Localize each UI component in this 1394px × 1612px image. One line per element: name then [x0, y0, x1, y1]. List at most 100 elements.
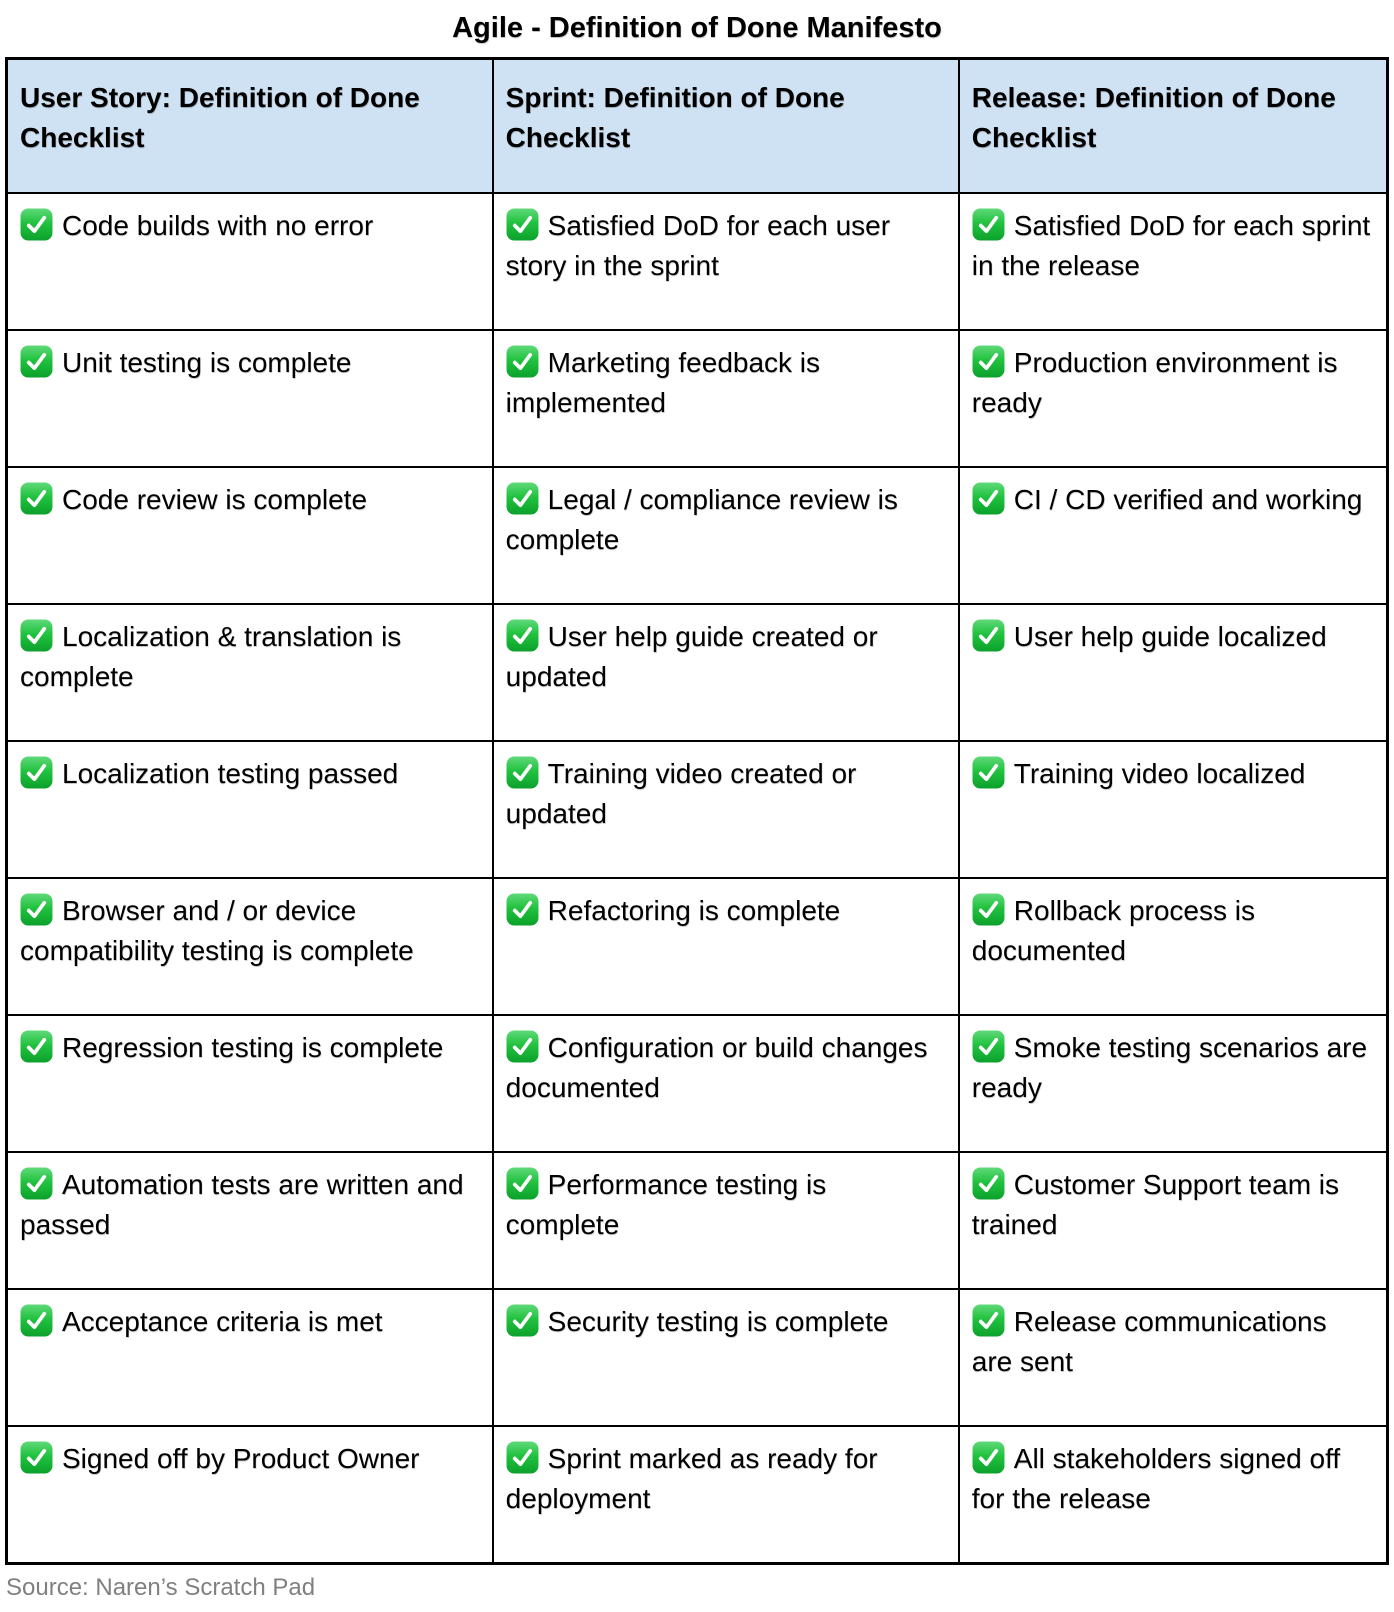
table-row: Regression testing is complete Configurat…: [5, 1013, 1389, 1153]
checklist-item-text: Training video localized: [1013, 757, 1306, 789]
checklist-cell: Localization testing passed: [5, 739, 494, 879]
check-icon: [20, 619, 53, 652]
column-header-user-story: User Story: Definition of Done Checklist: [5, 57, 494, 194]
checklist-item-text: Rollback process is documented: [971, 894, 1255, 966]
checklist-item-text: Release communications are sent: [971, 1305, 1327, 1377]
checklist-cell: Legal / compliance review is complete: [491, 465, 960, 605]
checklist-body: Code builds with no error Satisfied DoD f…: [5, 191, 1389, 1565]
check-icon: [506, 756, 539, 789]
checklist-item-text: Localization & translation is complete: [20, 620, 402, 692]
checklist-item-text: Acceptance criteria is met: [62, 1305, 383, 1337]
page-title: Agile - Definition of Done Manifesto: [452, 12, 942, 44]
check-icon: [972, 482, 1005, 515]
check-icon: [972, 756, 1005, 789]
check-icon: [506, 208, 539, 241]
check-icon: [20, 1304, 53, 1337]
checklist-cell: Signed off by Product Owner: [5, 1424, 494, 1565]
checklist-cell: Training video localized: [957, 739, 1389, 879]
column-header-sprint: Sprint: Definition of Done Checklist: [491, 57, 960, 194]
check-icon: [972, 619, 1005, 652]
checklist-item-text: All stakeholders signed off for the rele…: [971, 1442, 1341, 1514]
checklist-item-text: Unit testing is complete: [62, 346, 352, 378]
checklist-cell: Localization & translation is complete: [5, 602, 494, 742]
checklist-cell: Code review is complete: [5, 465, 494, 605]
checklist-cell: Release communications are sent: [957, 1287, 1389, 1427]
checklist-cell: Acceptance criteria is met: [5, 1287, 494, 1427]
check-icon: [20, 756, 53, 789]
checklist-cell: Marketing feedback is implemented: [491, 328, 960, 468]
table-row: Localization & translation is complete Us…: [5, 602, 1389, 742]
check-icon: [506, 1167, 539, 1200]
table-row: Localization testing passed Training vide…: [5, 739, 1389, 879]
checklist-cell: Unit testing is complete: [5, 328, 494, 468]
checklist-item-text: Legal / compliance review is complete: [505, 483, 898, 555]
checklist-cell: Production environment is ready: [957, 328, 1389, 468]
checklist-cell: Satisfied DoD for each user story in the…: [491, 191, 960, 331]
checklist-item-text: Smoke testing scenarios are ready: [971, 1031, 1368, 1103]
header-row: User Story: Definition of Done Checklist…: [5, 57, 1389, 194]
checklist-item-text: Code review is complete: [62, 483, 368, 515]
check-icon: [506, 345, 539, 378]
checklist-cell: Performance testing is complete: [491, 1150, 960, 1290]
check-icon: [506, 1030, 539, 1063]
checklist-item-text: Browser and / or device compatibility te…: [20, 894, 414, 966]
checklist-item-text: Configuration or build changes documente…: [505, 1031, 928, 1103]
check-icon: [972, 1304, 1005, 1337]
check-icon: [972, 1030, 1005, 1063]
checklist-item-text: Localization testing passed: [62, 757, 399, 789]
check-icon: [506, 1441, 539, 1474]
checklist-item-text: Regression testing is complete: [62, 1031, 444, 1063]
checklist-item-text: User help guide localized: [1013, 620, 1327, 652]
checklist-cell: Configuration or build changes documente…: [491, 1013, 960, 1153]
checklist-cell: Browser and / or device compatibility te…: [5, 876, 494, 1016]
checklist-item-text: Production environment is ready: [971, 346, 1338, 418]
checklist-item-text: User help guide created or updated: [505, 620, 878, 692]
checklist-cell: Rollback process is documented: [957, 876, 1389, 1016]
check-icon: [20, 1441, 53, 1474]
source-attribution: Source: Naren’s Scratch Pad: [6, 1573, 316, 1601]
checklist-cell: Sprint marked as ready for deployment: [491, 1424, 960, 1565]
check-icon: [972, 1167, 1005, 1200]
table-row: Code builds with no error Satisfied DoD f…: [5, 191, 1389, 331]
check-icon: [20, 482, 53, 515]
checklist-cell: Training video created or updated: [491, 739, 960, 879]
check-icon: [972, 1441, 1005, 1474]
checklist-cell: Regression testing is complete: [5, 1013, 494, 1153]
table-row: Signed off by Product Owner Sprint marked…: [5, 1424, 1389, 1565]
checklist-cell: CI / CD verified and working: [957, 465, 1389, 605]
checklist-item-text: Performance testing is complete: [505, 1168, 827, 1240]
checklist-item-text: Code builds with no error: [62, 209, 374, 241]
checklist-cell: User help guide localized: [957, 602, 1389, 742]
column-header-release: Release: Definition of Done Checklist: [957, 57, 1389, 194]
checklist-item-text: Satisfied DoD for each user story in the…: [505, 209, 891, 281]
check-icon: [972, 345, 1005, 378]
checklist-item-text: Automation tests are written and passed: [20, 1168, 464, 1240]
check-icon: [506, 893, 539, 926]
checklist-item-text: Training video created or updated: [505, 757, 857, 829]
check-icon: [972, 893, 1005, 926]
check-icon: [20, 1030, 53, 1063]
checklist-item-text: Customer Support team is trained: [971, 1168, 1340, 1240]
checklist-cell: Customer Support team is trained: [957, 1150, 1389, 1290]
check-icon: [20, 345, 53, 378]
table-header: User Story: Definition of Done Checklist…: [5, 57, 1389, 194]
table-row: Automation tests are written and passed P…: [5, 1150, 1389, 1290]
check-icon: [506, 619, 539, 652]
checklist-item-text: Refactoring is complete: [547, 894, 841, 926]
check-icon: [20, 1167, 53, 1200]
checklist-item-text: Sprint marked as ready for deployment: [505, 1442, 878, 1514]
checklist-cell: Automation tests are written and passed: [5, 1150, 494, 1290]
checklist-cell: Satisfied DoD for each sprint in the rel…: [957, 191, 1389, 331]
checklist-cell: Refactoring is complete: [491, 876, 960, 1016]
check-icon: [20, 893, 53, 926]
table-row: Browser and / or device compatibility te…: [5, 876, 1389, 1016]
check-icon: [20, 208, 53, 241]
checklist-cell: Smoke testing scenarios are ready: [957, 1013, 1389, 1153]
checklist-item-text: Marketing feedback is implemented: [505, 346, 821, 418]
check-icon: [506, 1304, 539, 1337]
checklist-item-text: Signed off by Product Owner: [62, 1442, 420, 1474]
table-row: Acceptance criteria is met Security testi…: [5, 1287, 1389, 1427]
check-icon: [506, 482, 539, 515]
checklist-cell: Security testing is complete: [491, 1287, 960, 1427]
checklist-cell: User help guide created or updated: [491, 602, 960, 742]
